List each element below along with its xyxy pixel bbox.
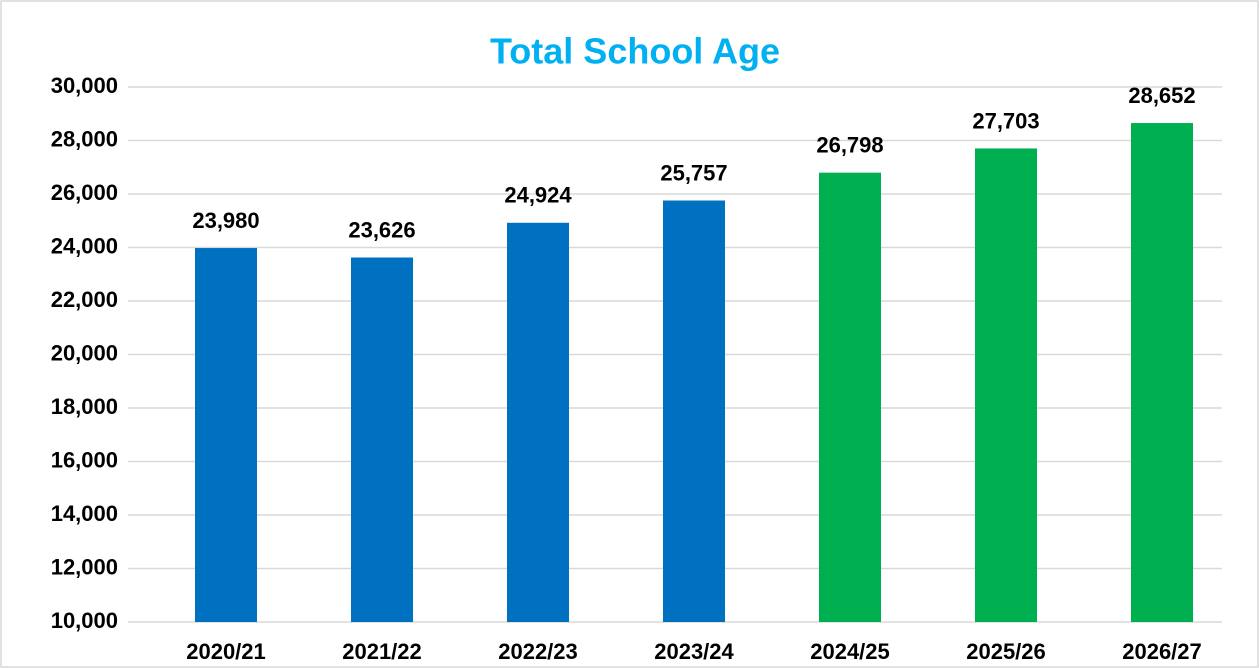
y-tick-label: 20,000 xyxy=(51,340,118,365)
y-tick-label: 26,000 xyxy=(51,180,118,205)
x-tick-label: 2025/26 xyxy=(966,639,1046,664)
value-label: 23,626 xyxy=(348,217,415,242)
bar xyxy=(1131,123,1193,623)
bar xyxy=(819,172,881,622)
x-tick-label: 2021/22 xyxy=(342,639,422,664)
y-tick-label: 28,000 xyxy=(51,126,118,151)
y-tick-label: 16,000 xyxy=(51,447,118,472)
value-label: 28,652 xyxy=(1128,83,1195,108)
y-tick-label: 24,000 xyxy=(51,233,118,258)
x-tick-label: 2026/27 xyxy=(1122,639,1202,664)
value-label: 23,980 xyxy=(192,208,259,233)
value-label: 27,703 xyxy=(972,108,1039,133)
y-tick-label: 22,000 xyxy=(51,287,118,312)
bar xyxy=(663,200,725,622)
y-tick-label: 30,000 xyxy=(51,73,118,98)
y-tick-label: 10,000 xyxy=(51,608,118,633)
bar xyxy=(507,222,569,622)
y-tick-label: 18,000 xyxy=(51,394,118,419)
chart-title: Total School Age xyxy=(490,31,780,72)
x-tick-label: 2023/24 xyxy=(654,639,734,664)
x-tick-label: 2020/21 xyxy=(186,639,266,664)
y-tick-label: 12,000 xyxy=(51,554,118,579)
bar xyxy=(351,257,413,622)
value-label: 24,924 xyxy=(504,183,572,208)
value-label: 25,757 xyxy=(660,160,727,185)
value-label: 26,798 xyxy=(816,132,883,157)
y-tick-label: 14,000 xyxy=(51,501,118,526)
bar xyxy=(975,148,1037,622)
bar xyxy=(195,248,257,622)
x-tick-label: 2022/23 xyxy=(498,639,578,664)
x-tick-label: 2024/25 xyxy=(810,639,890,664)
